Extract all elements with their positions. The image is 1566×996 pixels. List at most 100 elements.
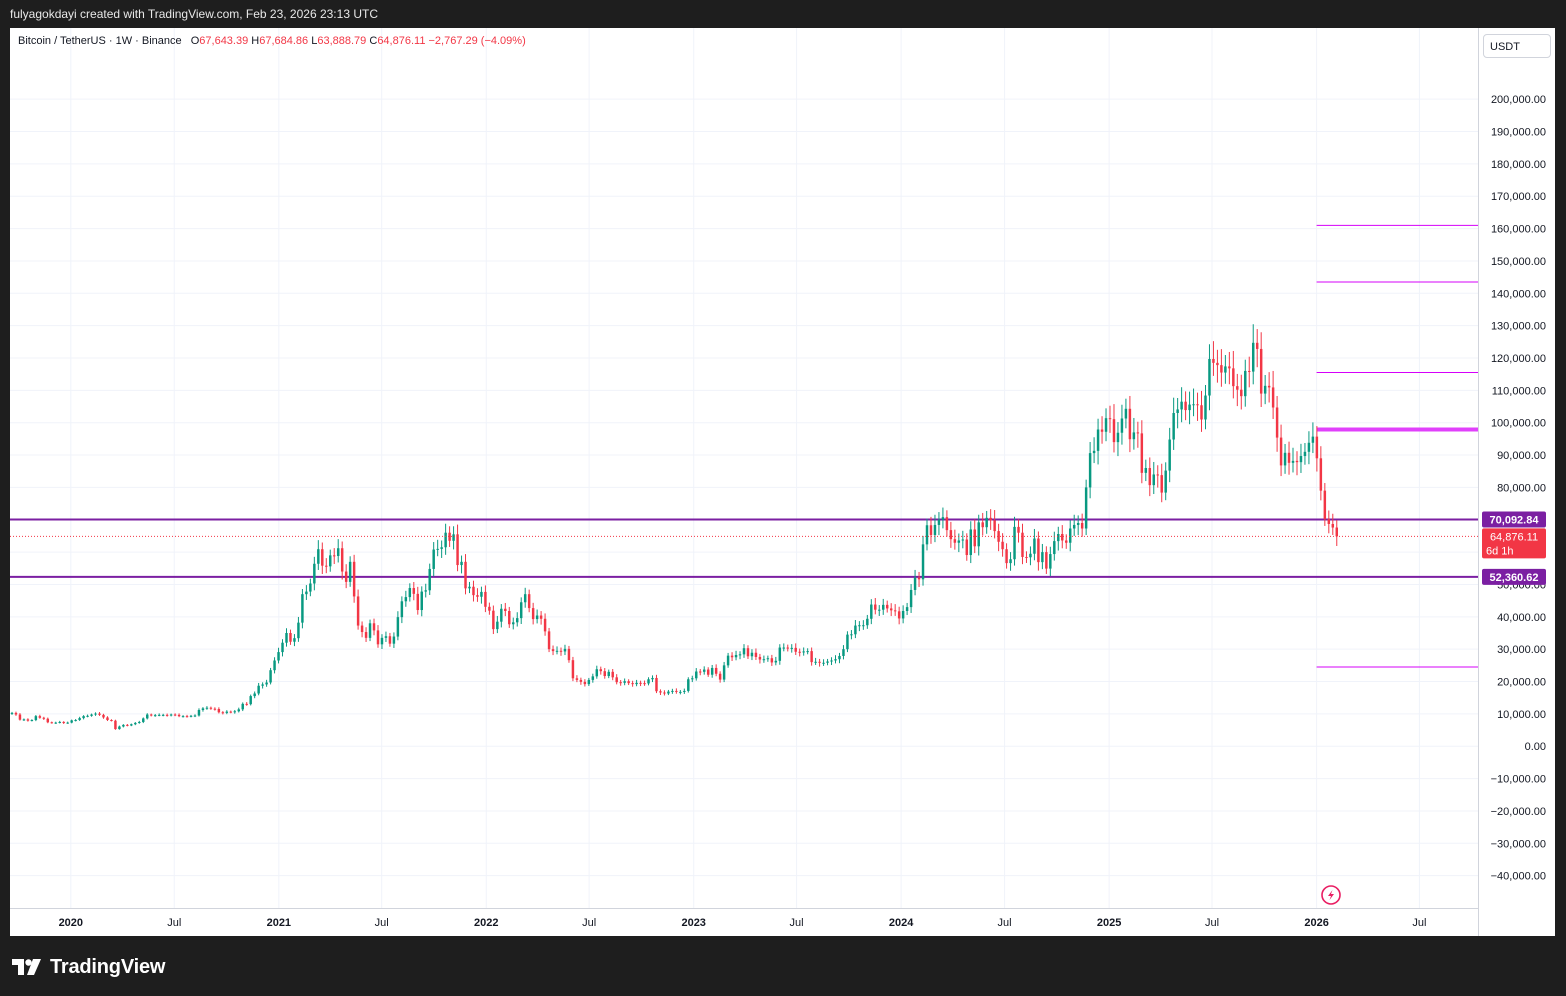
candle-body [663, 692, 666, 694]
candle-body [973, 529, 976, 547]
replay-icon[interactable] [1321, 885, 1341, 905]
candle-body [30, 720, 34, 722]
candle [905, 602, 909, 616]
candle [392, 632, 396, 648]
candle [631, 680, 634, 687]
candle-body [197, 710, 201, 716]
last-price-tag [1482, 528, 1546, 559]
candle-body [1156, 474, 1159, 476]
candle [348, 556, 352, 587]
candle-body [1140, 433, 1144, 473]
candle-body [332, 555, 336, 557]
candle-body [949, 530, 953, 540]
candle [1168, 427, 1171, 483]
candle [635, 679, 638, 687]
candle-body [1104, 418, 1108, 432]
candle-body [468, 586, 471, 589]
candle [858, 621, 861, 632]
candle [1128, 395, 1132, 453]
candle-body [273, 660, 276, 671]
candle [531, 602, 535, 625]
candle [372, 618, 376, 636]
candle-body [70, 720, 73, 723]
candle [309, 578, 312, 597]
candle-body [384, 636, 388, 638]
candle-body [126, 724, 129, 726]
candle-body [500, 608, 503, 622]
candle-body [78, 718, 81, 721]
candlestick-chart[interactable]: 200,000.00 190,000.00 180,000.00 170,000.00… [10, 28, 1555, 936]
candle-body [1168, 439, 1171, 471]
candle [452, 526, 455, 550]
candle [1184, 391, 1187, 421]
time-tick-label: 2021 [267, 917, 291, 929]
candle [1255, 329, 1259, 368]
candle [1228, 351, 1231, 385]
candle [380, 634, 384, 650]
axes: 200,000.00 190,000.00 180,000.00 170,000.00… [10, 28, 1546, 936]
candle [364, 627, 368, 642]
candle-body [1224, 366, 1227, 373]
currency-selector[interactable]: USDT [1483, 34, 1551, 58]
candle-body [786, 647, 789, 649]
candle [611, 668, 614, 681]
candle-body [10, 712, 14, 714]
candle [535, 609, 539, 624]
candle-body [34, 716, 38, 721]
candle-body [1275, 407, 1279, 438]
candle-body [138, 721, 141, 723]
candle-body [1208, 358, 1211, 396]
symbol-name[interactable]: Bitcoin / TetherUS · 1W · Binance [18, 35, 182, 47]
price-tick-label: −40,000.00 [1491, 871, 1546, 883]
candle [1088, 441, 1092, 499]
candle [460, 555, 463, 574]
price-tick-label: 80,000.00 [1497, 482, 1546, 494]
candle-body [1267, 385, 1271, 388]
chart-panel[interactable]: 200,000.00 190,000.00 180,000.00 170,000.00… [10, 28, 1555, 936]
candle [1057, 526, 1060, 551]
candle [408, 583, 412, 602]
price-tick-label: 150,000.00 [1491, 256, 1546, 268]
candle-body [460, 561, 463, 566]
candle-body [826, 661, 829, 663]
level-price-tag [1482, 511, 1546, 528]
candle-body [1049, 554, 1052, 569]
candle [26, 718, 30, 722]
candle-body [1120, 418, 1124, 433]
candle [913, 569, 917, 596]
candle [961, 530, 965, 549]
candle-body [1057, 534, 1060, 542]
price-tick-label: 170,000.00 [1491, 191, 1546, 203]
candle-body [1128, 408, 1132, 440]
candle [814, 657, 817, 665]
candle-body [512, 622, 515, 625]
price-tick-label: 30,000.00 [1497, 644, 1546, 656]
candle-body [492, 610, 495, 630]
candle-body [448, 532, 451, 541]
candle-body [94, 713, 97, 715]
candle [889, 603, 893, 617]
candle [1009, 552, 1012, 571]
candle [834, 655, 837, 664]
candle [1315, 426, 1319, 472]
candle [492, 605, 495, 635]
candle-body [643, 683, 646, 685]
candle-body [261, 684, 264, 686]
candle-body [547, 631, 551, 650]
price-tick-label: 130,000.00 [1491, 321, 1546, 333]
candle-body [874, 604, 877, 610]
candle [488, 602, 491, 615]
candle [679, 690, 682, 695]
candle-body [667, 691, 670, 694]
candle-body [1311, 436, 1315, 443]
candle [1267, 372, 1271, 403]
time-tick-label: 2025 [1097, 917, 1121, 929]
candle-body [1335, 527, 1339, 537]
candle [201, 707, 205, 712]
candle-body [1124, 408, 1128, 419]
candle [738, 651, 742, 660]
candle [269, 667, 272, 685]
candle [766, 655, 770, 662]
candle [718, 671, 722, 683]
candle-body [106, 717, 109, 721]
